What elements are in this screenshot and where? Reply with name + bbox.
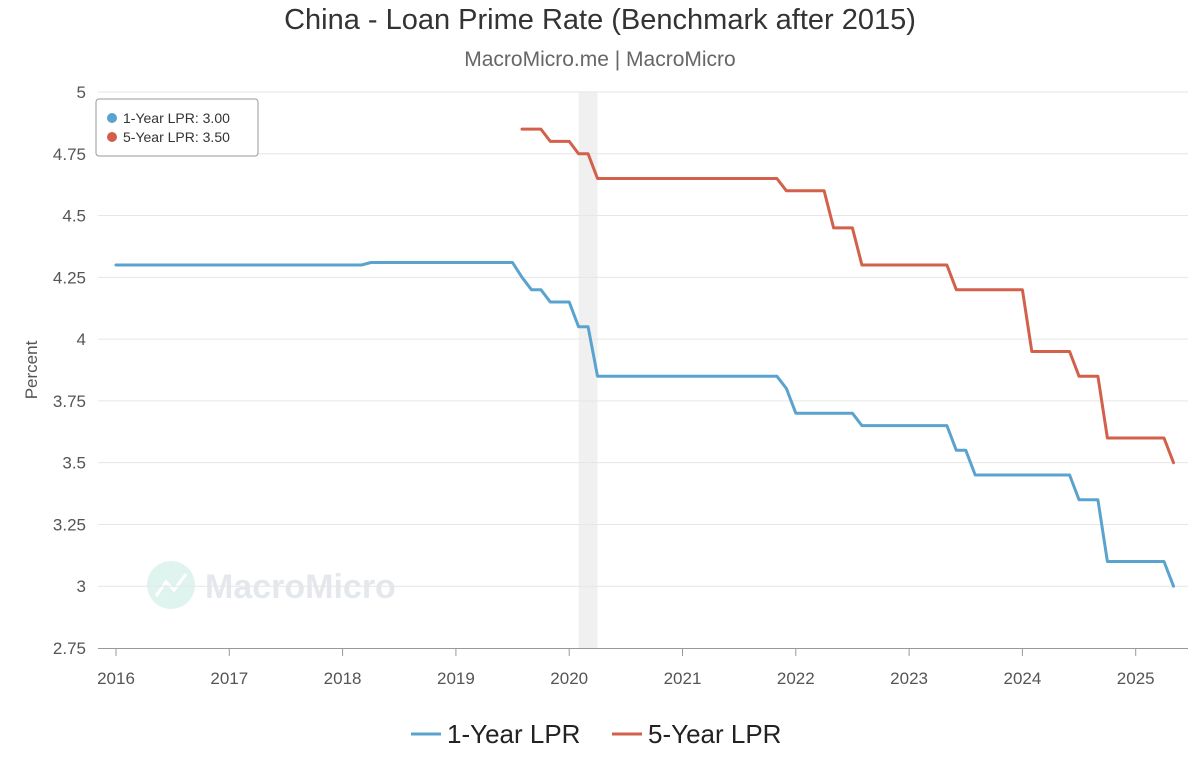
tooltip-line-5y: 5-Year LPR: 3.50 [123, 129, 230, 145]
shaded-period [578, 92, 598, 648]
x-tick-label: 2017 [210, 669, 248, 688]
legend-label-1y: 1-Year LPR [447, 719, 580, 749]
watermark: MacroMicro [147, 561, 396, 609]
legend-item-5y[interactable]: 5-Year LPR [612, 719, 781, 749]
x-tick-label: 2021 [664, 669, 702, 688]
x-tick-label: 2022 [777, 669, 815, 688]
y-tick-label: 3 [77, 577, 86, 596]
y-tick-label: 4.25 [53, 268, 86, 287]
x-tick-label: 2018 [324, 669, 362, 688]
legend: 1-Year LPR 5-Year LPR [411, 719, 781, 749]
tooltip-background [95, 98, 259, 157]
y-tick-label: 3.25 [53, 515, 86, 534]
x-tick-label: 2024 [1003, 669, 1041, 688]
tooltip-line-1y: 1-Year LPR: 3.00 [123, 110, 230, 126]
x-tick-label: 2020 [550, 669, 588, 688]
chart-subtitle: MacroMicro.me | MacroMicro [464, 48, 736, 71]
y-axis-title: Percent [22, 340, 41, 399]
series-line-5y[interactable] [520, 127, 1175, 465]
legend-label-5y: 5-Year LPR [648, 719, 781, 749]
y-tick-label: 3.5 [62, 454, 86, 473]
x-tick-label: 2023 [890, 669, 928, 688]
chart-title: China - Loan Prime Rate (Benchmark after… [284, 4, 916, 36]
watermark-text: MacroMicro [205, 568, 396, 606]
tooltip-marker-5y [107, 132, 117, 142]
y-tick-label: 4.5 [62, 207, 86, 226]
x-tick-label: 2016 [97, 669, 135, 688]
y-tick-label: 2.75 [53, 639, 86, 658]
y-tick-label: 5 [77, 83, 86, 102]
y-tick-label: 4 [77, 330, 86, 349]
y-tick-label: 4.75 [53, 145, 86, 164]
y-tick-label: 3.75 [53, 392, 86, 411]
tooltip-box: 1-Year LPR: 3.00 5-Year LPR: 3.50 [95, 98, 259, 157]
series-line-1y[interactable] [114, 261, 1175, 588]
tooltip-marker-1y [107, 113, 117, 123]
legend-item-1y[interactable]: 1-Year LPR [411, 719, 580, 749]
x-tick-label: 2025 [1117, 669, 1155, 688]
x-tick-label: 2019 [437, 669, 475, 688]
